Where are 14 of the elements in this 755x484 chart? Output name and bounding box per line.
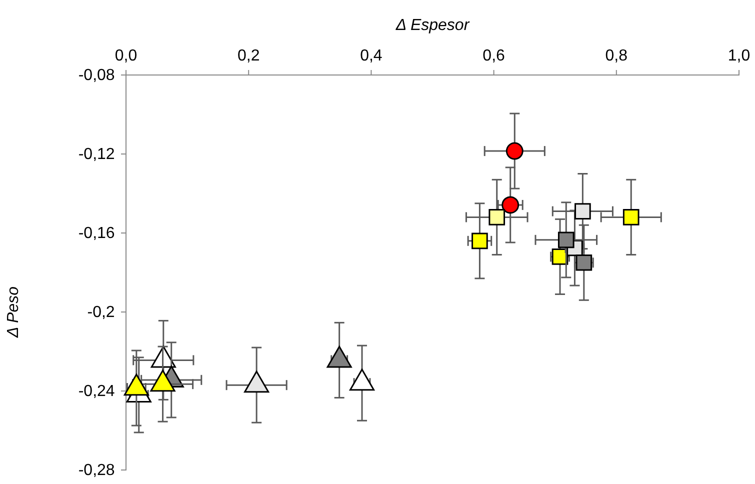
x-tick-label: 0,2 xyxy=(237,48,260,65)
y-axis-title: Δ Peso xyxy=(5,286,22,339)
y-tick-label: -0,28 xyxy=(78,462,115,480)
y-tick-label: -0,12 xyxy=(78,146,115,164)
x-tick-label: 0,4 xyxy=(360,48,382,65)
y-tick-label: -0,16 xyxy=(78,225,115,242)
y-tick-label: -0,2 xyxy=(87,304,115,322)
y-tick-label: -0,24 xyxy=(78,383,115,400)
x-axis-title: Δ Espesor xyxy=(394,17,470,34)
x-tick-label: 0,8 xyxy=(605,48,628,65)
y-tick-label: -0,08 xyxy=(78,67,115,84)
x-tick-label: 1,0 xyxy=(728,48,750,65)
x-tick-label: 0,0 xyxy=(114,48,138,65)
x-tick-label: 0,6 xyxy=(482,48,506,65)
